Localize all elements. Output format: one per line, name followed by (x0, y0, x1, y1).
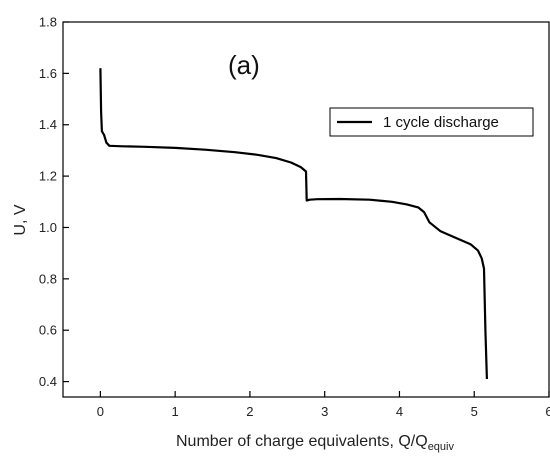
y-axis-title: U, V (12, 204, 29, 235)
x-tick-label-5: 5 (471, 404, 478, 419)
y-tick-label-4: 1.2 (39, 169, 57, 184)
y-axis-ticks: 0.4 0.6 0.8 1.0 1.2 1.4 1.6 1.8 (39, 15, 69, 389)
y-tick-label-1: 0.6 (39, 323, 57, 338)
y-tick-label-5: 1.4 (39, 117, 57, 132)
x-tick-label-4: 4 (396, 404, 403, 419)
x-tick-label-2: 2 (246, 404, 253, 419)
y-tick-label-2: 0.8 (39, 271, 57, 286)
y-tick-label-6: 1.6 (39, 66, 57, 81)
y-tick-label-3: 1.0 (39, 220, 57, 235)
y-tick-label-7: 1.8 (39, 15, 57, 30)
x-tick-label-1: 1 (172, 404, 179, 419)
x-axis-title-subscript: equiv (428, 441, 455, 453)
x-axis-title-main: Number of charge equivalents, Q/Q (176, 433, 428, 450)
x-tick-label-3: 3 (321, 404, 328, 419)
y-tick-label-0: 0.4 (39, 374, 57, 389)
legend-label: 1 cycle discharge (383, 114, 499, 131)
series-line-1-cycle-discharge (99, 68, 488, 380)
x-tick-label-0: 0 (97, 404, 104, 419)
x-axis-ticks: 0 1 2 3 4 5 6 (97, 391, 550, 419)
x-tick-label-6: 6 (545, 404, 550, 419)
panel-annotation: (a) (228, 50, 260, 80)
plot-frame (62, 21, 550, 398)
legend: 1 cycle discharge (329, 107, 534, 137)
x-axis-title: Number of charge equivalents, Q/Qequiv (176, 433, 454, 453)
